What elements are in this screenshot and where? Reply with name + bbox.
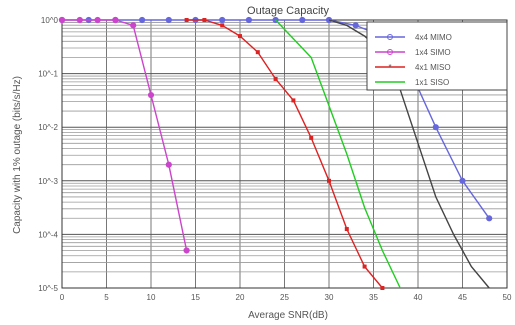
series-marker-2 — [255, 50, 260, 55]
x-tick-label: 25 — [280, 293, 289, 302]
legend-label-4x4-mimo: 4x4 MIMO — [415, 33, 452, 42]
y-tick-label: 10^-1 — [38, 70, 58, 79]
series-marker-0 — [352, 22, 359, 29]
y-tick-label: 10^0 — [41, 16, 59, 25]
series-marker-0 — [165, 16, 172, 24]
x-axis-label: Average SNR(dB) — [248, 310, 328, 321]
x-tick-label: 35 — [369, 293, 378, 302]
legend-marker-1x4-simo — [387, 49, 393, 55]
series-marker-0 — [219, 16, 226, 24]
series-marker-2 — [220, 23, 225, 28]
y-tick-label: 10^-5 — [38, 284, 58, 293]
legend-box — [366, 21, 508, 91]
legend-label-4x1-miso: 4x1 MISO — [415, 63, 451, 72]
series-marker-2 — [380, 286, 385, 290]
x-tick-label: 0 — [60, 293, 65, 302]
x-tick-label: 50 — [503, 293, 512, 302]
tick-labels: 0 5 10 15 20 25 30 35 40 45 50 10^0 10^-1 10^-2 10^-3 1… — [38, 16, 512, 302]
series-line-2 — [186, 19, 383, 289]
series-marker-2 — [362, 264, 367, 269]
y-tick-label: 10^-4 — [38, 230, 58, 239]
series-marker-2 — [238, 34, 242, 39]
series-marker-1 — [130, 22, 137, 29]
series-marker-2 — [184, 18, 189, 22]
series-layer — [58, 16, 493, 290]
legend-label-1x1-siso: 1x1 SISO — [415, 78, 449, 87]
x-tick-label: 20 — [236, 293, 245, 302]
series-marker-2 — [273, 76, 278, 81]
series-marker-0 — [432, 124, 439, 131]
series-marker-1 — [165, 161, 172, 168]
x-tick-label: 45 — [458, 293, 467, 302]
series-line-3 — [275, 19, 401, 289]
series-marker-0 — [486, 215, 493, 222]
y-axis-label: Capacity with 1% outage (bits/s/Hz) — [12, 76, 23, 234]
y-tick-label: 10^-2 — [38, 123, 58, 132]
legend-marker-4x1-miso: * — [388, 63, 391, 72]
series-marker-1 — [94, 16, 101, 24]
chart-title: Outage Capacity — [247, 5, 329, 17]
legend-marker-4x4-mimo — [387, 34, 393, 40]
series-marker-1 — [147, 91, 155, 99]
series-marker-2 — [309, 135, 314, 140]
series-line-4 — [328, 19, 490, 289]
series-marker-1 — [112, 16, 119, 24]
series-marker-2 — [344, 227, 349, 232]
x-tick-label: 10 — [147, 293, 156, 302]
series-marker-1 — [58, 16, 66, 24]
series-marker-0 — [245, 16, 252, 24]
series-marker-2 — [202, 18, 207, 22]
legend: 4x4 MIMO 1x4 SIMO * 4x1 MISO 1x1 SISO — [366, 21, 508, 91]
series-marker-0 — [139, 16, 146, 24]
x-tick-label: 40 — [414, 293, 423, 302]
series-marker-1 — [76, 16, 83, 24]
x-tick-label: 15 — [191, 293, 200, 302]
series-marker-2 — [291, 98, 296, 103]
series-marker-1 — [183, 247, 190, 254]
series-marker-0 — [459, 177, 466, 184]
series-marker-2 — [327, 178, 331, 183]
legend-label-1x4-simo: 1x4 SIMO — [415, 48, 451, 57]
x-tick-label: 30 — [325, 293, 334, 302]
series-marker-0 — [299, 16, 306, 24]
x-tick-label: 5 — [104, 293, 109, 302]
y-tick-label: 10^-3 — [38, 177, 58, 186]
